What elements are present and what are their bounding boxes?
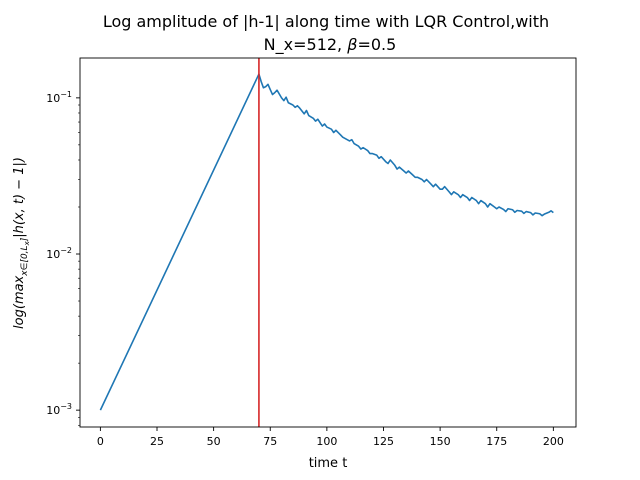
y-tick-label: 10−2 [46, 246, 72, 261]
y-tick-label: 10−1 [46, 90, 72, 105]
chart-title-line2-suffix: =0.5 [357, 35, 396, 54]
x-tick-label: 100 [316, 435, 337, 448]
x-tick-label: 0 [97, 435, 104, 448]
x-tick-label: 175 [486, 435, 507, 448]
y-axis-label: log(maxx∈[0,Lx]|h(x, t) − 1|) [12, 157, 31, 329]
x-tick-label: 125 [373, 435, 394, 448]
x-tick-label: 150 [430, 435, 451, 448]
chart-title-line1: Log amplitude of |h-1| along time with L… [103, 12, 549, 31]
x-axis-label: time t [309, 456, 348, 471]
axes-frame [79, 57, 577, 428]
plot-area: 0 25 50 75 100 125 150 175 200 10−3 10−2 10−1 [46, 57, 577, 448]
series-line-0 [99, 73, 554, 411]
chart-title-line2-prefix: N_x=512, [264, 35, 348, 55]
chart-title-line2: N_x=512, β=0.5 [264, 35, 397, 55]
x-tick-label: 25 [150, 435, 164, 448]
y-tick-label: 10−3 [46, 402, 72, 417]
chart-title-beta-symbol: β [346, 35, 357, 54]
x-tick-label: 75 [263, 435, 277, 448]
x-tick-label: 200 [543, 435, 564, 448]
x-tick-label: 50 [207, 435, 221, 448]
